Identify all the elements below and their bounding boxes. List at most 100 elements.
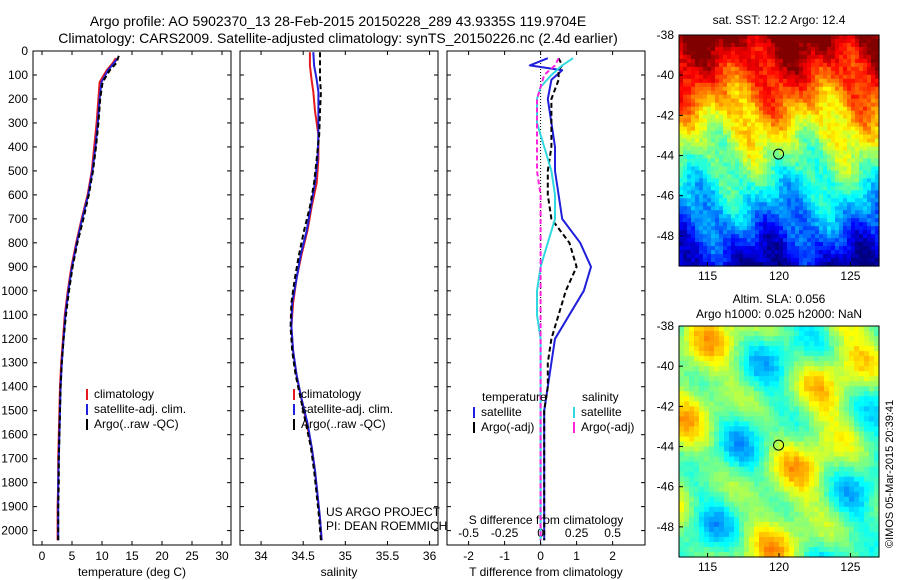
heatmap-cell xyxy=(684,326,690,332)
heatmap-cell xyxy=(687,118,692,124)
heatmap-cell xyxy=(787,154,792,160)
heatmap-cell xyxy=(863,126,868,132)
heatmap-cell xyxy=(735,146,740,152)
heatmap-cell xyxy=(835,122,840,128)
heatmap-cell xyxy=(871,202,876,207)
heatmap-cell xyxy=(867,186,872,191)
heatmap-cell xyxy=(694,401,700,407)
heatmap-cell xyxy=(791,250,796,255)
heatmap-cell xyxy=(834,496,840,503)
heatmap-cell xyxy=(831,158,836,164)
heatmap-cell xyxy=(699,78,704,84)
heatmap-cell xyxy=(683,38,688,44)
heatmap-cell xyxy=(839,242,844,247)
heatmap-cell xyxy=(684,536,690,543)
heatmap-cell xyxy=(827,66,832,72)
heatmap-cell xyxy=(723,222,728,227)
heatmap-cell xyxy=(724,531,730,538)
heatmap-cell xyxy=(755,154,760,160)
heatmap-cell xyxy=(704,536,710,543)
heatmap-cell xyxy=(807,234,812,239)
heatmap-cell xyxy=(719,351,725,357)
heatmap-cell xyxy=(779,516,785,523)
heatmap-cell xyxy=(827,174,832,179)
heatmap-cell xyxy=(789,471,795,478)
heatmap-cell xyxy=(687,158,692,164)
heatmap-cell xyxy=(699,246,704,251)
heatmap-cell xyxy=(689,386,695,392)
heatmap-cell xyxy=(834,436,840,443)
heatmap-cell xyxy=(799,258,804,263)
heatmap-cell xyxy=(691,142,696,148)
heatmap-cell xyxy=(789,491,795,498)
heatmap-cell xyxy=(734,396,740,402)
heatmap-cell xyxy=(779,501,785,508)
heatmap-cell xyxy=(875,42,880,48)
heatmap-cell xyxy=(759,210,764,215)
heatmap-cell xyxy=(804,346,810,352)
heatmap-cell xyxy=(811,46,816,52)
heatmap-cell xyxy=(714,516,720,523)
heatmap-cell xyxy=(815,166,820,172)
heatmap-cell xyxy=(734,331,740,337)
heatmap-cell xyxy=(864,381,870,387)
heatmap-cell xyxy=(751,102,756,108)
heatmap-cell xyxy=(823,134,828,140)
heatmap-cell xyxy=(714,416,720,423)
heatmap-cell xyxy=(743,130,748,136)
heatmap-cell xyxy=(799,82,804,88)
heatmap-cell xyxy=(844,361,850,367)
heatmap-cell xyxy=(784,511,790,518)
heatmap-cell xyxy=(755,246,760,251)
heatmap-cell xyxy=(787,238,792,243)
heatmap-cell xyxy=(739,186,744,191)
heatmap-cell xyxy=(847,194,852,199)
heatmap-cell xyxy=(704,526,710,533)
heatmap-cell xyxy=(819,162,824,168)
heatmap-cell xyxy=(711,66,716,72)
heatmap-cell xyxy=(831,194,836,199)
heatmap-cell xyxy=(803,62,808,68)
heatmap-cell xyxy=(834,416,840,423)
heatmap-cell xyxy=(719,218,724,223)
heatmap-cell xyxy=(759,150,764,156)
heatmap-cell xyxy=(859,242,864,247)
heatmap-cell xyxy=(827,218,832,223)
heatmap-cell xyxy=(755,222,760,227)
heatmap-cell xyxy=(715,94,720,100)
heatmap-cell xyxy=(775,234,780,239)
heatmap-cell xyxy=(729,401,735,407)
heatmap-cell xyxy=(779,511,785,518)
heatmap-cell xyxy=(684,341,690,347)
heatmap-cell xyxy=(754,341,760,347)
heatmap-cell xyxy=(835,166,840,172)
heatmap-cell xyxy=(874,456,880,463)
salinity-panel: 34 34.5 35 35.5 36salinityclimatologysatelli… xyxy=(239,50,439,579)
heatmap-cell xyxy=(734,481,740,488)
heatmap-cell xyxy=(715,162,720,168)
heatmap-cell xyxy=(839,206,844,211)
heatmap-cell xyxy=(783,110,788,116)
heatmap-cell xyxy=(835,174,840,179)
heatmap-cell xyxy=(835,74,840,80)
heatmap-cell xyxy=(691,166,696,172)
heatmap-cell xyxy=(809,441,815,448)
heatmap-cell xyxy=(799,471,805,478)
heatmap-cell xyxy=(787,262,792,267)
heatmap-cell xyxy=(819,54,824,60)
heatmap-cell xyxy=(807,35,812,40)
heatmap-cell xyxy=(754,541,760,548)
heatmap-cell xyxy=(871,150,876,156)
heatmap-cell xyxy=(704,406,710,412)
heatmap-cell xyxy=(839,190,844,195)
heatmap-cell xyxy=(691,206,696,211)
heatmap-cell xyxy=(719,174,724,179)
heatmap-cell xyxy=(767,202,772,207)
heatmap-cell xyxy=(789,431,795,438)
heatmap-cell xyxy=(695,162,700,168)
heatmap-cell xyxy=(771,50,776,56)
heatmap-cell xyxy=(731,82,736,88)
heatmap-cell xyxy=(859,94,864,100)
heatmap-cell xyxy=(804,526,810,533)
heatmap-cell xyxy=(714,356,720,362)
